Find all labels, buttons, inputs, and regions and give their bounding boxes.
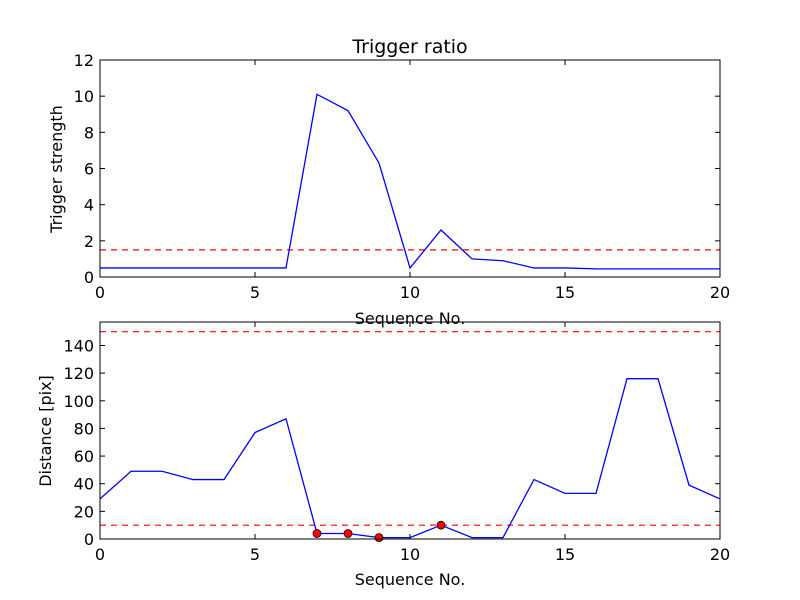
y-tick-label: 0	[84, 268, 94, 287]
y-tick-label: 60	[74, 447, 94, 466]
x-tick-label: 5	[250, 545, 260, 564]
data-marker	[436, 520, 446, 530]
x-tick-label: 0	[95, 283, 105, 302]
x-tick-label: 5	[250, 283, 260, 302]
x-tick-label: 10	[400, 545, 420, 564]
y-tick-label: 10	[74, 87, 94, 106]
y-tick-label: 2	[84, 232, 94, 251]
plot-area: 0 5 10 15 20 0 20 40 60 80 100 120 140	[63, 321, 730, 564]
data-marker	[343, 529, 353, 538]
x-tick-label: 15	[555, 283, 575, 302]
data-marker	[312, 529, 322, 538]
y-tick-label: 4	[84, 196, 94, 215]
plot-area: 0 5 10 15 20 0 2 4 6 8 10 12	[74, 51, 731, 302]
x-tick-label: 20	[710, 545, 730, 564]
y-tick-label: 140	[63, 336, 94, 355]
series-line	[100, 93, 720, 270]
y-tick-label: 100	[63, 392, 94, 411]
chart-title: Trigger ratio	[351, 36, 467, 58]
y-axis-title: Trigger strength	[47, 105, 66, 234]
y-tick-label: 120	[63, 364, 94, 383]
x-tick-label: 10	[400, 283, 420, 302]
x-axis-title: Sequence No.	[355, 309, 466, 328]
y-tick-label: 12	[74, 51, 94, 70]
x-tick-label: 20	[710, 283, 730, 302]
distance-chart: Distance [pix] Sequence No. 0 5 10 15 20 0 20 4…	[36, 321, 730, 589]
y-tick-label: 20	[74, 502, 94, 521]
data-marker	[374, 533, 384, 543]
x-tick-label: 0	[95, 545, 105, 564]
trigger-ratio-chart: Trigger ratio Trigger strength Sequence …	[47, 36, 730, 328]
y-tick-label: 40	[74, 475, 94, 494]
y-tick-label: 6	[84, 160, 94, 179]
y-axis-title: Distance [pix]	[36, 375, 55, 487]
x-tick-label: 15	[555, 545, 575, 564]
y-tick-label: 0	[84, 530, 94, 549]
x-axis-title: Sequence No.	[355, 570, 466, 589]
y-tick-label: 80	[74, 419, 94, 438]
y-tick-label: 8	[84, 123, 94, 142]
